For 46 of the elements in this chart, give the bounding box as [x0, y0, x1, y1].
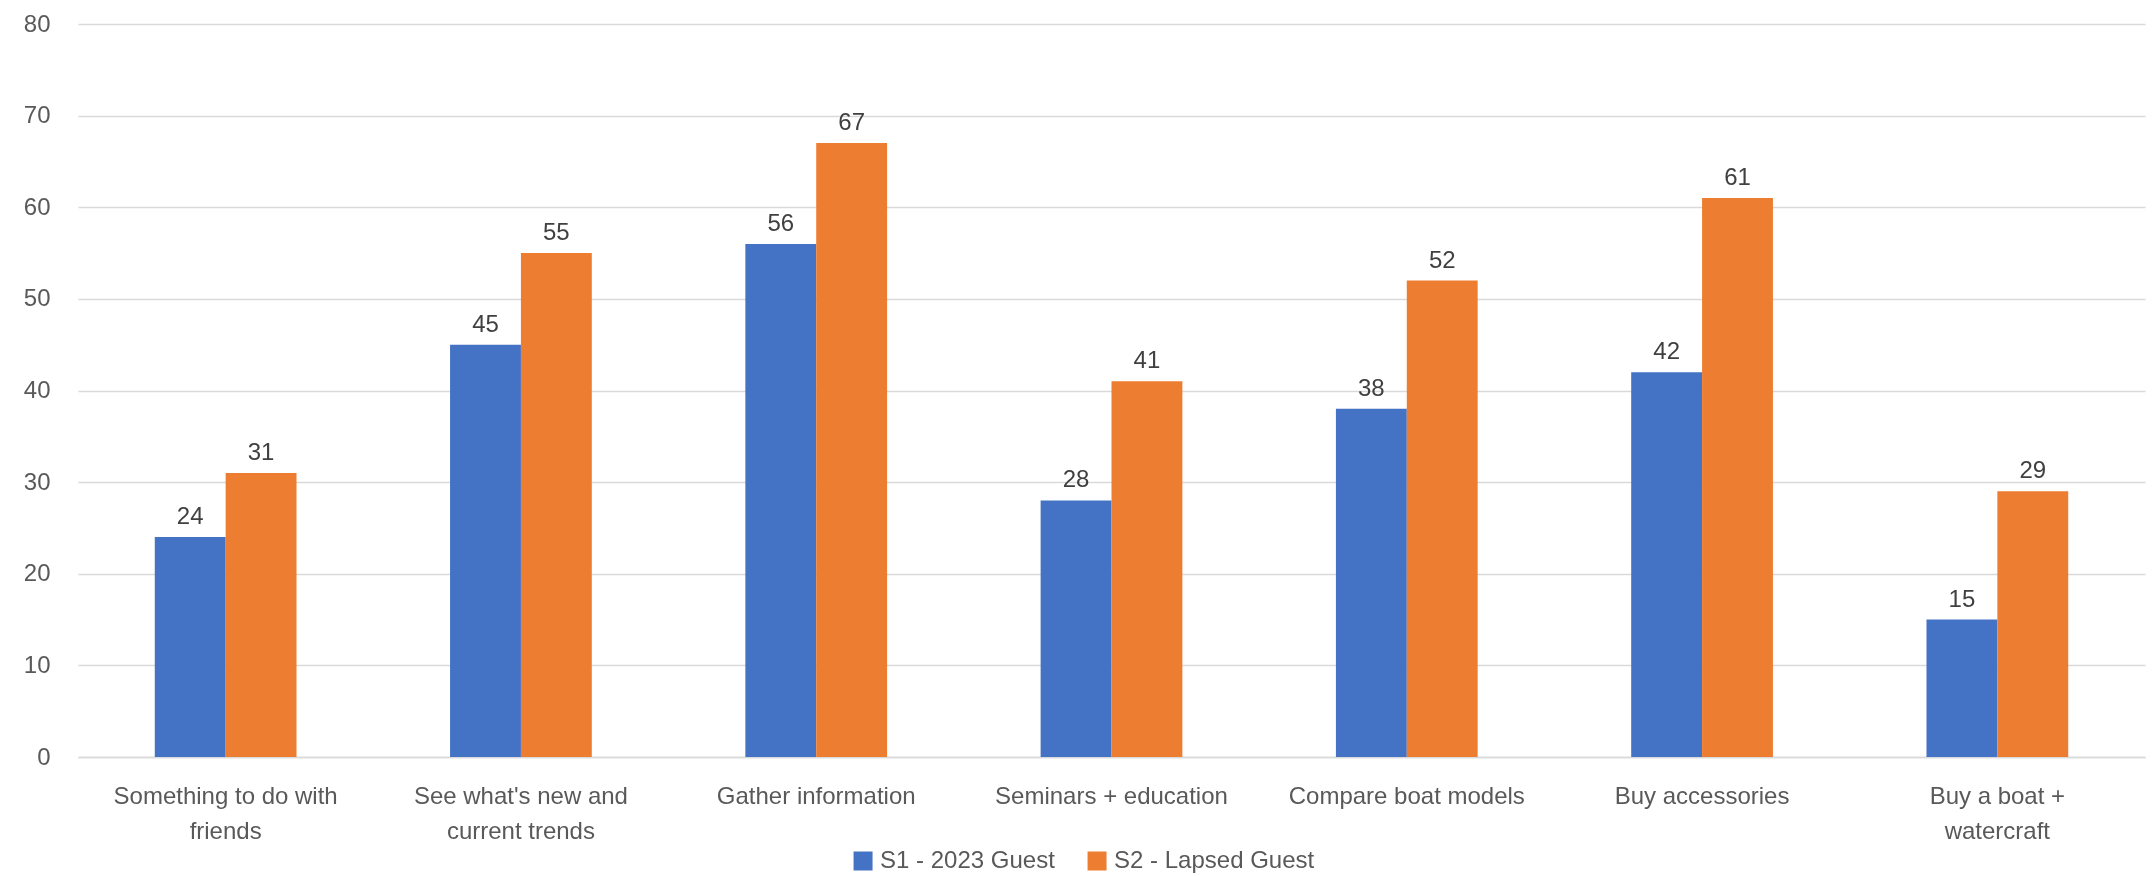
x-tick-label: Buy a boat + watercraft: [1929, 781, 2066, 844]
bar: [1111, 381, 1183, 757]
data-label: 38: [1358, 373, 1385, 401]
y-tick-label: 20: [23, 559, 51, 587]
bar: [1926, 619, 1998, 757]
bar: [1335, 408, 1407, 757]
x-tick-label: Something to do with friends: [113, 781, 338, 844]
data-label: 52: [1428, 245, 1456, 273]
legend-label: S1 - 2023 Guest: [880, 846, 1056, 873]
y-tick-label: 70: [23, 101, 51, 129]
bar: [1631, 372, 1703, 757]
data-label: 41: [1133, 346, 1161, 374]
data-label: 29: [2019, 456, 2047, 484]
y-tick-label: 50: [23, 284, 51, 312]
data-label: 28: [1062, 465, 1090, 493]
bar: [1040, 500, 1112, 757]
y-tick-label: 0: [37, 742, 51, 770]
x-tick-label: Buy accessories: [1614, 781, 1790, 809]
bar: [450, 344, 521, 757]
data-label: 24: [176, 502, 204, 530]
x-tick-label: Compare boat models: [1288, 781, 1525, 809]
bar: [1702, 198, 1773, 757]
data-label: 15: [1948, 584, 1976, 612]
legend-label: S2 - Lapsed Guest: [1114, 846, 1315, 873]
data-label: 56: [767, 208, 795, 236]
bar: [225, 472, 297, 757]
data-label: 67: [838, 108, 865, 136]
y-tick-label: 40: [23, 376, 51, 403]
data-label: 61: [1724, 163, 1751, 191]
bar: [154, 537, 226, 757]
data-label: 55: [543, 218, 570, 246]
y-tick-label: 80: [23, 9, 51, 37]
bar: [520, 253, 592, 757]
bar: [1997, 491, 2069, 757]
x-tick-label: Seminars + education: [995, 781, 1228, 809]
x-tick-label: Gather information: [716, 781, 916, 809]
y-tick-label: 30: [23, 467, 51, 495]
bar: [745, 243, 817, 757]
data-label: 31: [247, 437, 275, 465]
data-label: 42: [1653, 337, 1680, 365]
bar: [816, 143, 888, 757]
data-label: 45: [472, 309, 499, 337]
y-tick-label: 10: [23, 650, 51, 678]
y-tick-label: 60: [23, 192, 51, 220]
bar: [1406, 280, 1478, 757]
x-tick-label: See what's new and current trends: [413, 781, 628, 844]
